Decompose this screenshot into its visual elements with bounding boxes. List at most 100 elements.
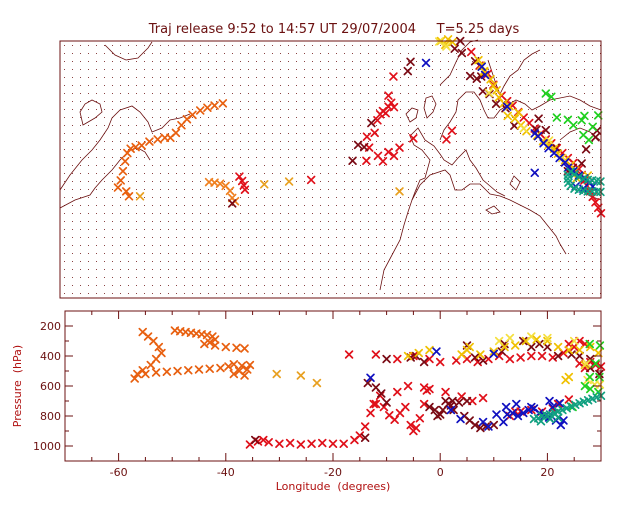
profile-trajectory-points: [130, 326, 606, 449]
map-point-s5-2: [443, 35, 453, 44]
profile-point-s3-21: [462, 396, 472, 406]
map-point-s7-19: [530, 168, 540, 178]
profile-point-s0-29: [210, 335, 220, 344]
map-point-s5-9: [492, 85, 501, 95]
map-point-s7-3: [502, 102, 512, 111]
profile-point-s6-23: [501, 402, 511, 412]
profile-point-s2-68: [564, 339, 574, 349]
profile-point-s2-5: [285, 438, 295, 448]
profile-point-s3-29: [470, 353, 480, 362]
profile-point-s4-2: [425, 345, 434, 355]
profile-point-s3-38: [567, 350, 576, 359]
profile-point-s8-17: [536, 417, 546, 426]
x-tick-label-0: -60: [110, 466, 128, 479]
map-point-s8-8: [588, 122, 597, 132]
map-point-s9-7: [596, 177, 605, 186]
profile-point-s0-35: [240, 344, 249, 353]
profile-point-s2-67: [564, 395, 574, 404]
profile-point-s2-6: [296, 440, 306, 449]
profile-point-s6-16: [556, 420, 566, 430]
profile-point-s4-14: [564, 345, 574, 355]
map-point-s8-1: [547, 92, 556, 102]
map-point-s4-21: [541, 125, 551, 135]
profile-point-s6-22: [456, 414, 465, 424]
profile-point-s8-9: [566, 402, 576, 411]
profile-point-s2-10: [339, 439, 348, 448]
map-point-s4-4: [348, 156, 357, 166]
map-point-s0-16: [195, 106, 205, 115]
profile-point-s2-54: [403, 381, 413, 391]
map-grid: [64, 45, 601, 294]
profile-point-s2-21: [401, 402, 410, 412]
map-point-s5-15: [514, 108, 523, 117]
profile-point-s3-30: [478, 356, 488, 365]
profile-point-s2-3: [264, 438, 273, 447]
profile-point-s0-34: [232, 343, 241, 352]
map-point-s4-6: [406, 57, 415, 67]
x-tick-label-4: 20: [540, 466, 554, 479]
profile-point-s7-8: [595, 372, 604, 382]
profile-point-s2-30: [371, 350, 381, 359]
map-point-s8-0: [541, 89, 551, 98]
profile-point-s2-42: [527, 351, 536, 361]
map-point-s4-26: [577, 159, 586, 168]
map-point-s4-7: [450, 44, 459, 53]
map-point-s0-17: [203, 103, 212, 112]
map-point-s3-1: [237, 176, 247, 186]
map-point-s0-18: [210, 101, 219, 110]
profile-point-s3-9: [419, 357, 429, 367]
profile-point-s7-3: [591, 359, 600, 368]
profile-point-s4-12: [543, 336, 552, 346]
map-point-s3-14: [389, 72, 398, 81]
map-point-s0-19: [218, 99, 228, 108]
profile-point-s2-53: [393, 387, 402, 397]
map-point-s8-2: [552, 113, 562, 122]
profile-point-s0-18: [224, 362, 233, 371]
profile-point-s0-17: [216, 363, 225, 373]
map-point-s2-2: [284, 177, 294, 186]
profile-point-s2-52: [369, 399, 378, 409]
profile-point-s6-19: [432, 347, 441, 356]
profile-point-s4-9: [510, 341, 520, 350]
map-point-s3-4: [306, 175, 316, 185]
profile-point-s6-6: [513, 411, 523, 421]
profile-point-s3-16: [430, 405, 440, 415]
map-point-s0-15: [188, 110, 197, 120]
profile-point-s3-1: [382, 354, 391, 364]
map-point-s7-2: [480, 70, 490, 80]
y-tick-label-0: 200: [40, 320, 61, 333]
profile-point-s3-17: [425, 402, 434, 412]
profile-point-s4-7: [489, 347, 499, 356]
map-point-s4-0: [227, 199, 237, 208]
profile-point-s8-11: [575, 399, 584, 408]
map-panel: [59, 35, 606, 299]
profile-point-s0-8: [133, 369, 142, 379]
profile-point-s0-20: [237, 361, 247, 370]
profile-point-s3-6: [360, 433, 370, 442]
map-point-s0-5: [126, 144, 135, 153]
profile-point-s0-32: [210, 341, 220, 350]
map-point-s9-1: [570, 170, 579, 179]
profile-point-s6-24: [512, 399, 521, 409]
profile-point-s8-19: [553, 413, 563, 422]
map-point-s3-9: [381, 108, 390, 118]
profile-point-s0-6: [146, 360, 156, 370]
profile-point-s3-24: [470, 420, 480, 430]
profile-point-s3-4: [376, 389, 386, 398]
profile-point-s3-36: [543, 342, 552, 352]
profile-point-s2-40: [505, 354, 515, 364]
profile-point-s2-34: [435, 357, 445, 367]
profile-point-s3-18: [438, 405, 448, 415]
profile-point-s3-37: [553, 351, 563, 361]
profile-point-s6-27: [555, 399, 564, 408]
map-point-s0-8: [145, 137, 154, 146]
profile-point-s2-8: [318, 438, 327, 448]
map-point-s2-1: [260, 180, 269, 189]
map-point-s6-2: [484, 88, 494, 98]
map-point-s3-25: [447, 126, 457, 135]
map-point-s3-5: [370, 128, 379, 138]
profile-point-s2-33: [425, 354, 434, 364]
profile-point-s4-1: [414, 348, 424, 358]
map-point-s8-4: [569, 120, 578, 130]
profile-point-s0-3: [154, 342, 164, 352]
